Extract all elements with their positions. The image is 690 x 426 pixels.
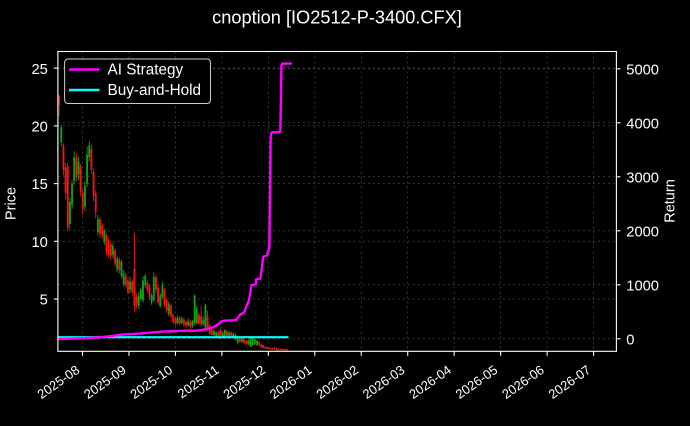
- svg-text:2000: 2000: [626, 224, 659, 240]
- svg-text:Buy-and-Hold: Buy-and-Hold: [108, 82, 202, 99]
- svg-text:0: 0: [626, 332, 634, 348]
- svg-text:15: 15: [31, 177, 47, 193]
- svg-text:Return: Return: [663, 179, 679, 223]
- svg-text:3000: 3000: [626, 170, 659, 186]
- svg-text:4000: 4000: [626, 116, 659, 132]
- svg-text:cnoption [IO2512-P-3400.CFX]: cnoption [IO2512-P-3400.CFX]: [212, 7, 462, 27]
- svg-text:5000: 5000: [626, 62, 659, 78]
- svg-text:AI Strategy: AI Strategy: [108, 61, 184, 78]
- svg-text:25: 25: [31, 62, 47, 78]
- svg-text:20: 20: [31, 119, 47, 135]
- svg-text:Price: Price: [4, 187, 20, 220]
- svg-text:1000: 1000: [626, 278, 659, 294]
- svg-text:10: 10: [31, 235, 47, 251]
- svg-text:5: 5: [40, 293, 48, 309]
